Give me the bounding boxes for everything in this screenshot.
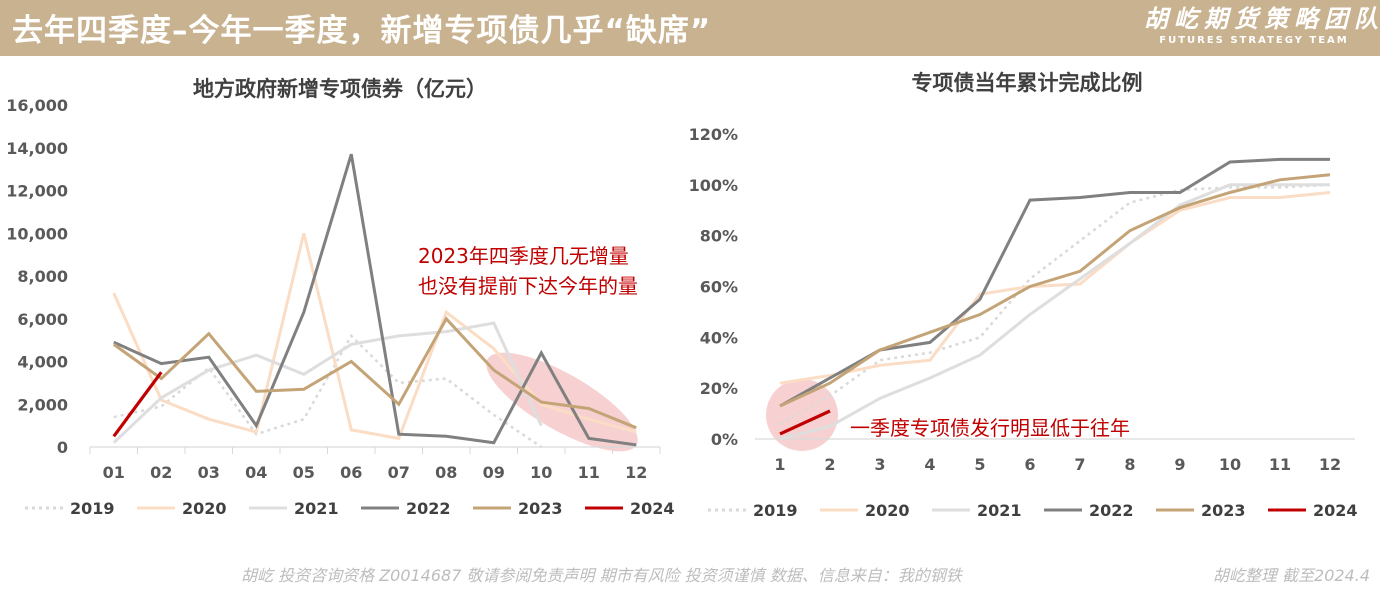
series-line-2019 bbox=[113, 333, 542, 449]
x-tick-label: 06 bbox=[340, 463, 362, 482]
legend-label-2020: 2020 bbox=[182, 499, 227, 518]
annotation-text: 一季度专项债发行明显低于往年 bbox=[850, 416, 1130, 440]
series-line-2022 bbox=[113, 153, 637, 447]
brand-name-en: FUTURES STRATEGY TEAM bbox=[1159, 35, 1349, 46]
brand-name-cn: 胡屹期货策略团队 bbox=[1144, 4, 1380, 33]
legend-label-2022: 2022 bbox=[406, 499, 451, 518]
chart-1: 地方政府新增专项债券（亿元） 0 2,000 4,000 6,000 8,000 10,00… bbox=[6, 77, 674, 518]
legend-label-2022: 2022 bbox=[1089, 501, 1134, 520]
charts-canvas: 地方政府新增专项债券（亿元） 0 2,000 4,000 6,000 8,000 10,00… bbox=[6, 71, 1358, 520]
footer-source: 胡屹整理 截至2024.4 bbox=[1212, 566, 1370, 585]
x-tick-label: 11 bbox=[578, 463, 600, 482]
x-tick-label: 11 bbox=[1269, 455, 1291, 474]
y-tick-label: 120% bbox=[689, 125, 738, 144]
x-tick-label: 09 bbox=[483, 463, 505, 482]
x-tick-label: 4 bbox=[924, 455, 935, 474]
chart-title: 专项债当年累计完成比例 bbox=[912, 71, 1143, 95]
series-line-2021 bbox=[779, 183, 1330, 441]
page-title: 去年四季度–今年一季度，新增专项债几乎“缺席” bbox=[12, 13, 712, 49]
x-tick-label: 04 bbox=[245, 463, 267, 482]
legend-label-2023: 2023 bbox=[1201, 501, 1246, 520]
x-tick-label: 03 bbox=[198, 463, 220, 482]
x-tick-label: 10 bbox=[1219, 455, 1241, 474]
series-line-2020 bbox=[112, 232, 637, 441]
footer: 胡屹 投资咨询资格 Z0014687 敬请参阅免责声明 期市有风险 投资须谨慎 … bbox=[0, 560, 1380, 588]
x-tick-label: 05 bbox=[293, 463, 315, 482]
y-tick-label: 0% bbox=[711, 430, 738, 449]
legend-label-2021: 2021 bbox=[294, 499, 339, 518]
x-tick-label: 9 bbox=[1174, 455, 1185, 474]
x-tick-label: 02 bbox=[150, 463, 172, 482]
footer-disclaimer: 胡屹 投资咨询资格 Z0014687 敬请参阅免责声明 期市有风险 投资须谨慎 … bbox=[241, 566, 962, 585]
x-tick-label: 3 bbox=[874, 455, 885, 474]
legend-label-2021: 2021 bbox=[977, 501, 1022, 520]
y-tick-label: 40% bbox=[700, 328, 738, 347]
highlight-ellipse bbox=[766, 379, 838, 451]
y-tick-label: 20% bbox=[700, 379, 738, 398]
series-line-2019 bbox=[779, 183, 1331, 425]
series-line-2024 bbox=[112, 371, 163, 438]
x-tick-label: 10 bbox=[530, 463, 552, 482]
series-line-2020 bbox=[779, 191, 1331, 385]
series-line-2023 bbox=[112, 316, 637, 430]
x-tick-label: 1 bbox=[774, 455, 785, 474]
x-tick-label: 8 bbox=[1124, 455, 1135, 474]
legend-label-2019: 2019 bbox=[70, 499, 115, 518]
y-tick-label: 16,000 bbox=[6, 96, 68, 115]
legend-label-2019: 2019 bbox=[753, 501, 798, 520]
x-tick-label: 01 bbox=[103, 463, 125, 482]
highlight-ellipse bbox=[486, 352, 638, 452]
x-tick-label: 6 bbox=[1024, 455, 1035, 474]
series-line-2023 bbox=[779, 173, 1331, 408]
y-tick-label: 100% bbox=[689, 176, 738, 195]
x-tick-label: 5 bbox=[974, 455, 985, 474]
chart-title: 地方政府新增专项债券（亿元） bbox=[193, 77, 487, 101]
annotation-text: 也没有提前下达今年的量 bbox=[418, 274, 638, 298]
annotation-text: 2023年四季度几无增量 bbox=[418, 244, 629, 268]
y-tick-label: 80% bbox=[700, 227, 738, 246]
y-tick-label: 10,000 bbox=[6, 224, 68, 243]
y-tick-label: 0 bbox=[57, 438, 68, 457]
x-tick-label: 7 bbox=[1074, 455, 1085, 474]
x-tick-label: 12 bbox=[1319, 455, 1341, 474]
header-bar: 去年四季度–今年一季度，新增专项债几乎“缺席” 胡屹期货策略团队 FUTURES… bbox=[0, 0, 1380, 56]
x-tick-label: 2 bbox=[824, 455, 835, 474]
y-tick-label: 14,000 bbox=[6, 139, 68, 158]
y-tick-label: 6,000 bbox=[17, 310, 68, 329]
x-tick-label: 12 bbox=[625, 463, 647, 482]
series-line-2021 bbox=[112, 321, 543, 444]
legend-label-2023: 2023 bbox=[518, 499, 563, 518]
y-tick-label: 4,000 bbox=[17, 353, 68, 372]
legend-label-2024: 2024 bbox=[1313, 501, 1358, 520]
y-tick-label: 60% bbox=[700, 278, 738, 297]
y-tick-label: 2,000 bbox=[17, 395, 68, 414]
y-tick-label: 8,000 bbox=[17, 267, 68, 286]
brand-logo: 胡屹期货策略团队 FUTURES STRATEGY TEAM bbox=[1144, 4, 1380, 48]
x-tick-label: 08 bbox=[435, 463, 457, 482]
x-tick-label: 07 bbox=[388, 463, 410, 482]
y-tick-label: 12,000 bbox=[6, 182, 68, 201]
legend-label-2020: 2020 bbox=[865, 501, 910, 520]
legend-label-2024: 2024 bbox=[630, 499, 675, 518]
series-line-2024 bbox=[779, 409, 831, 436]
